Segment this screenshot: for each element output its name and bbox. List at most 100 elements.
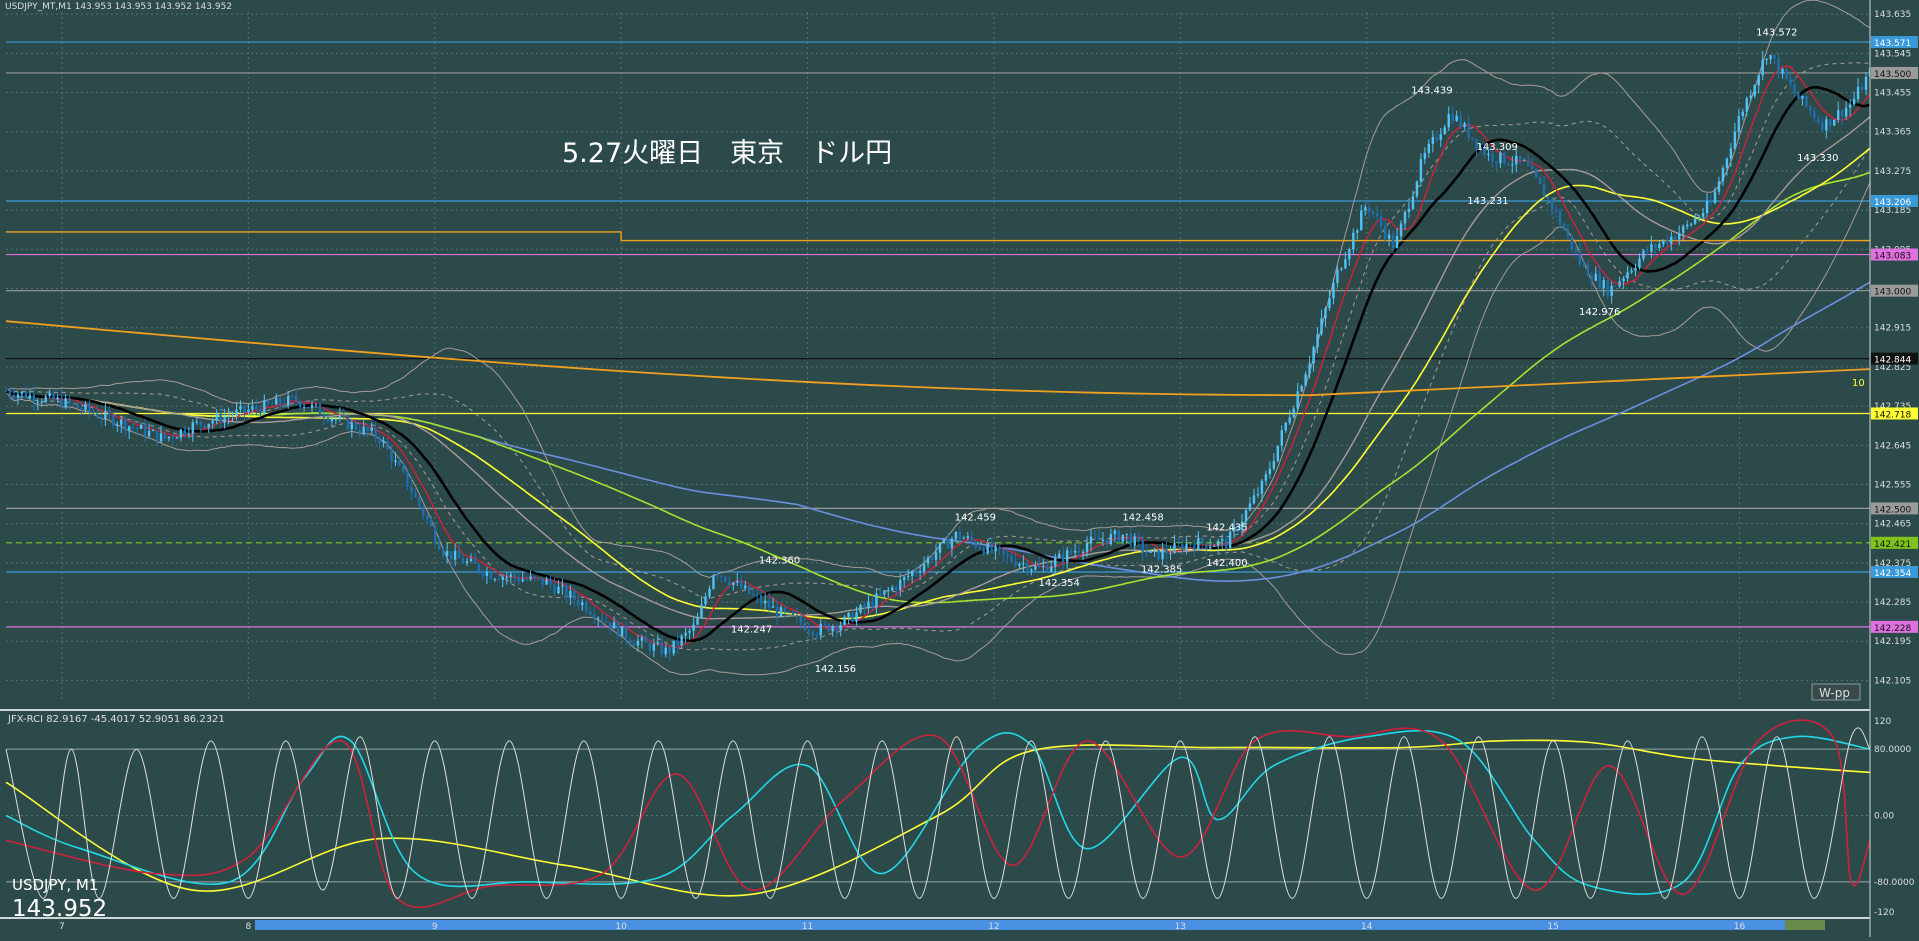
candle-body: [922, 563, 926, 572]
time-tick-label: 13: [1175, 922, 1186, 932]
candle-body: [1288, 417, 1291, 423]
ma-orange-long: [5, 320, 1871, 397]
candle-body: [1860, 86, 1864, 90]
candle-body: [712, 575, 715, 589]
candle-body: [1765, 59, 1768, 61]
candle-body: [954, 531, 958, 539]
price-panel[interactable]: 143.572 143.439 143.309 143.231 143.330 142.9…: [4, 0, 1872, 701]
candle-body: [1364, 207, 1367, 211]
candle-body: [728, 581, 731, 586]
candle-body: [1042, 566, 1045, 568]
candle-body: [1181, 543, 1184, 551]
candle-body: [664, 647, 667, 655]
rci-tick-label: -80.0000: [1874, 878, 1915, 888]
candle-body: [823, 623, 826, 625]
rci-panel[interactable]: JFX-RCI 82.9167 -45.4017 52.9051 86.2321…: [5, 714, 1871, 922]
candle-body: [604, 621, 608, 623]
candle-body: [593, 614, 596, 619]
candle-body: [1459, 115, 1462, 128]
candle-body: [851, 612, 854, 622]
time-axis[interactable]: 7 8 9 10 11 12 13 14 15 16: [0, 920, 1870, 932]
candle-body: [549, 579, 552, 585]
time-tick-label: 10: [615, 922, 627, 932]
candle-body: [1296, 391, 1299, 409]
candle-body: [438, 542, 441, 550]
candle-body: [267, 400, 270, 404]
candle-body: [1379, 216, 1383, 227]
candle-body: [871, 601, 874, 608]
candle-body: [1574, 249, 1578, 252]
candle-body: [1435, 136, 1438, 140]
candle-body: [390, 449, 393, 463]
candle-body: [1006, 554, 1009, 556]
candle-body: [557, 586, 560, 594]
extreme-price-label: 142.976: [1579, 307, 1620, 318]
candle-body: [720, 575, 723, 577]
candle-body: [406, 471, 409, 487]
candle-body: [1344, 259, 1347, 269]
candle-body: [1717, 181, 1721, 192]
candle-body: [322, 414, 326, 418]
extreme-price-label: 143.231: [1467, 196, 1508, 207]
candle-body: [72, 403, 75, 405]
price-tick-label: 142.915: [1874, 324, 1911, 334]
candle-body: [1443, 127, 1446, 135]
candle-body: [1475, 139, 1478, 149]
bollinger-upper: [5, 0, 1871, 578]
extreme-labels: 143.572 143.439 143.309 143.231 143.330 142.9…: [731, 28, 1839, 676]
price-level-box: [1871, 620, 1918, 633]
candle-body: [998, 546, 1001, 550]
candle-body: [966, 536, 970, 539]
panel-separator[interactable]: [0, 709, 1870, 711]
candle-body: [263, 400, 266, 414]
candle-body: [1002, 549, 1005, 555]
candle-body: [1825, 119, 1828, 131]
candle-body: [1340, 268, 1343, 270]
candle-body: [1300, 385, 1303, 392]
candle-body: [1201, 537, 1204, 544]
candle-body: [1260, 480, 1264, 495]
candle-body: [199, 421, 202, 426]
candle-body: [779, 607, 783, 617]
candle-body: [259, 409, 262, 414]
candle-body: [1821, 122, 1824, 131]
candle-body: [636, 640, 640, 646]
candle-body: [1069, 550, 1073, 553]
candle-body: [950, 538, 954, 549]
candle-body: [1447, 113, 1450, 128]
candle-body: [1733, 131, 1737, 149]
candle-body: [1789, 79, 1792, 85]
candle-body: [1709, 201, 1713, 203]
candle-body: [640, 637, 644, 641]
candle-body: [430, 519, 433, 526]
candle-body: [370, 427, 373, 431]
candle-body: [962, 538, 966, 540]
price-level-box: [1871, 536, 1918, 549]
candle-body: [1844, 107, 1848, 117]
candle-body: [1650, 244, 1653, 252]
candle-body: [1383, 226, 1387, 239]
candle-body: [56, 397, 59, 400]
candle-body: [855, 612, 858, 622]
candle-body: [839, 624, 842, 631]
candle-body: [1562, 224, 1566, 231]
candle-body: [1423, 152, 1427, 160]
candle-body: [732, 582, 735, 586]
candle-body: [1391, 234, 1395, 248]
candle-body: [1141, 540, 1144, 553]
candle-body: [791, 611, 795, 616]
candle-body: [509, 574, 512, 577]
candle-body: [529, 576, 532, 580]
candle-body: [1403, 211, 1407, 224]
time-axis-highlight: [255, 920, 1785, 930]
candle-body: [100, 417, 103, 419]
candle-body: [652, 643, 656, 651]
candle-body: [1264, 474, 1268, 481]
candle-body: [445, 551, 449, 556]
candle-body: [624, 626, 628, 640]
candle-body: [807, 630, 811, 632]
price-axis[interactable]: 143.635 143.545 143.455 143.365 143.275 143.1…: [1869, 0, 1919, 937]
candle-body: [656, 642, 660, 644]
candle-body: [473, 558, 477, 565]
